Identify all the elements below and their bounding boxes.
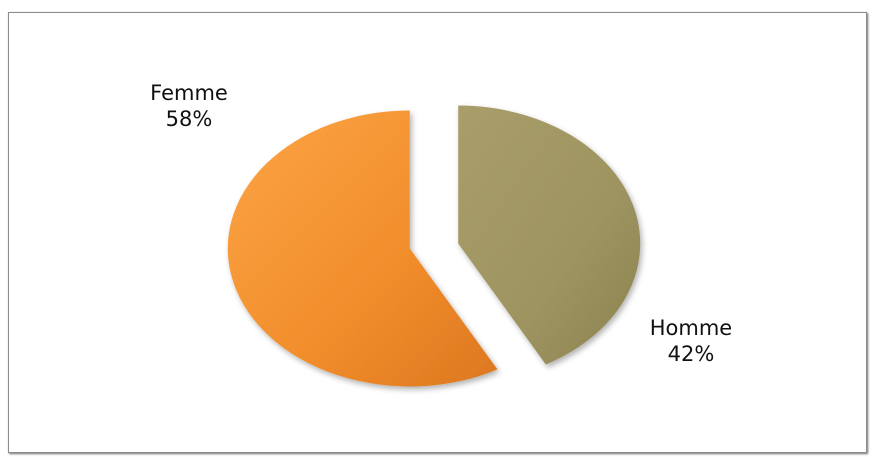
slice-name-homme: Homme (649, 316, 733, 340)
pie-slice-femme (227, 110, 498, 387)
slice-name-femme: Femme (150, 81, 228, 105)
slice-percent-femme: 58% (165, 107, 213, 131)
slice-label-homme: Homme 42% (631, 315, 751, 367)
slice-label-femme: Femme 58% (129, 80, 249, 132)
slice-percent-homme: 42% (667, 342, 715, 366)
pie-slice-homme (458, 105, 641, 365)
